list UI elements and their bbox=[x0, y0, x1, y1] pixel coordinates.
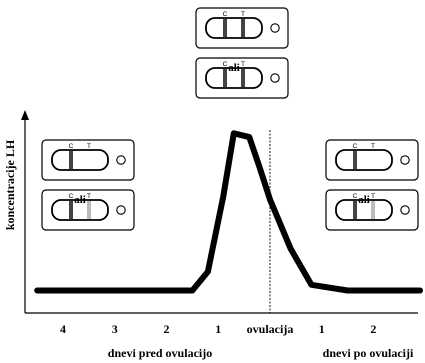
sample-well-icon bbox=[400, 205, 410, 215]
sample-well-icon bbox=[400, 155, 410, 165]
sample-well-icon bbox=[270, 73, 280, 83]
result-window bbox=[335, 149, 393, 171]
control-band bbox=[353, 151, 357, 169]
test-label: T bbox=[371, 193, 375, 200]
x-tick-label: 4 bbox=[60, 322, 66, 336]
control-label: C bbox=[69, 193, 74, 200]
result-window bbox=[51, 149, 109, 171]
or-label: ali bbox=[228, 62, 240, 74]
or-label: ali bbox=[74, 194, 86, 206]
control-label: C bbox=[223, 61, 228, 68]
control-label: C bbox=[223, 11, 228, 18]
control-label: C bbox=[353, 193, 358, 200]
control-band bbox=[223, 19, 227, 37]
result-window bbox=[205, 17, 263, 39]
result-window bbox=[51, 199, 109, 221]
sample-well-icon bbox=[270, 23, 280, 33]
y-axis-label: koncentracije LH bbox=[3, 139, 17, 230]
control-band bbox=[69, 151, 73, 169]
or-label: ali bbox=[358, 194, 370, 206]
test-band bbox=[371, 201, 375, 219]
test-label: T bbox=[241, 61, 245, 68]
control-label: C bbox=[69, 143, 74, 150]
y-axis-arrow bbox=[21, 110, 29, 120]
x-tick-label: 3 bbox=[112, 322, 118, 336]
x-tick-label: 2 bbox=[370, 322, 376, 336]
x-tick-label: 1 bbox=[319, 322, 325, 336]
x-tick-label: ovulacija bbox=[247, 322, 294, 336]
control-label: C bbox=[353, 143, 358, 150]
result-window bbox=[205, 67, 263, 89]
control-band bbox=[353, 201, 357, 219]
sample-well-icon bbox=[116, 205, 126, 215]
test-band bbox=[87, 201, 91, 219]
control-band bbox=[69, 201, 73, 219]
x-tick-labels: 4 3 2 1 ovulacija 1 2 bbox=[60, 322, 376, 336]
x-tick-label: 2 bbox=[164, 322, 170, 336]
lh-curve bbox=[34, 130, 423, 294]
sample-well-icon bbox=[116, 155, 126, 165]
test-band bbox=[241, 19, 245, 37]
control-band bbox=[223, 69, 227, 87]
test-label: T bbox=[87, 193, 91, 200]
left-axis-caption: dnevi pred ovulacijo bbox=[108, 346, 212, 360]
test-label: T bbox=[87, 143, 91, 150]
right-axis-caption: dnevi po ovulaciji bbox=[323, 346, 414, 360]
test-label: T bbox=[371, 143, 375, 150]
test-label: T bbox=[241, 11, 245, 18]
result-window bbox=[335, 199, 393, 221]
x-tick-label: 1 bbox=[215, 322, 221, 336]
test-band bbox=[241, 69, 245, 87]
